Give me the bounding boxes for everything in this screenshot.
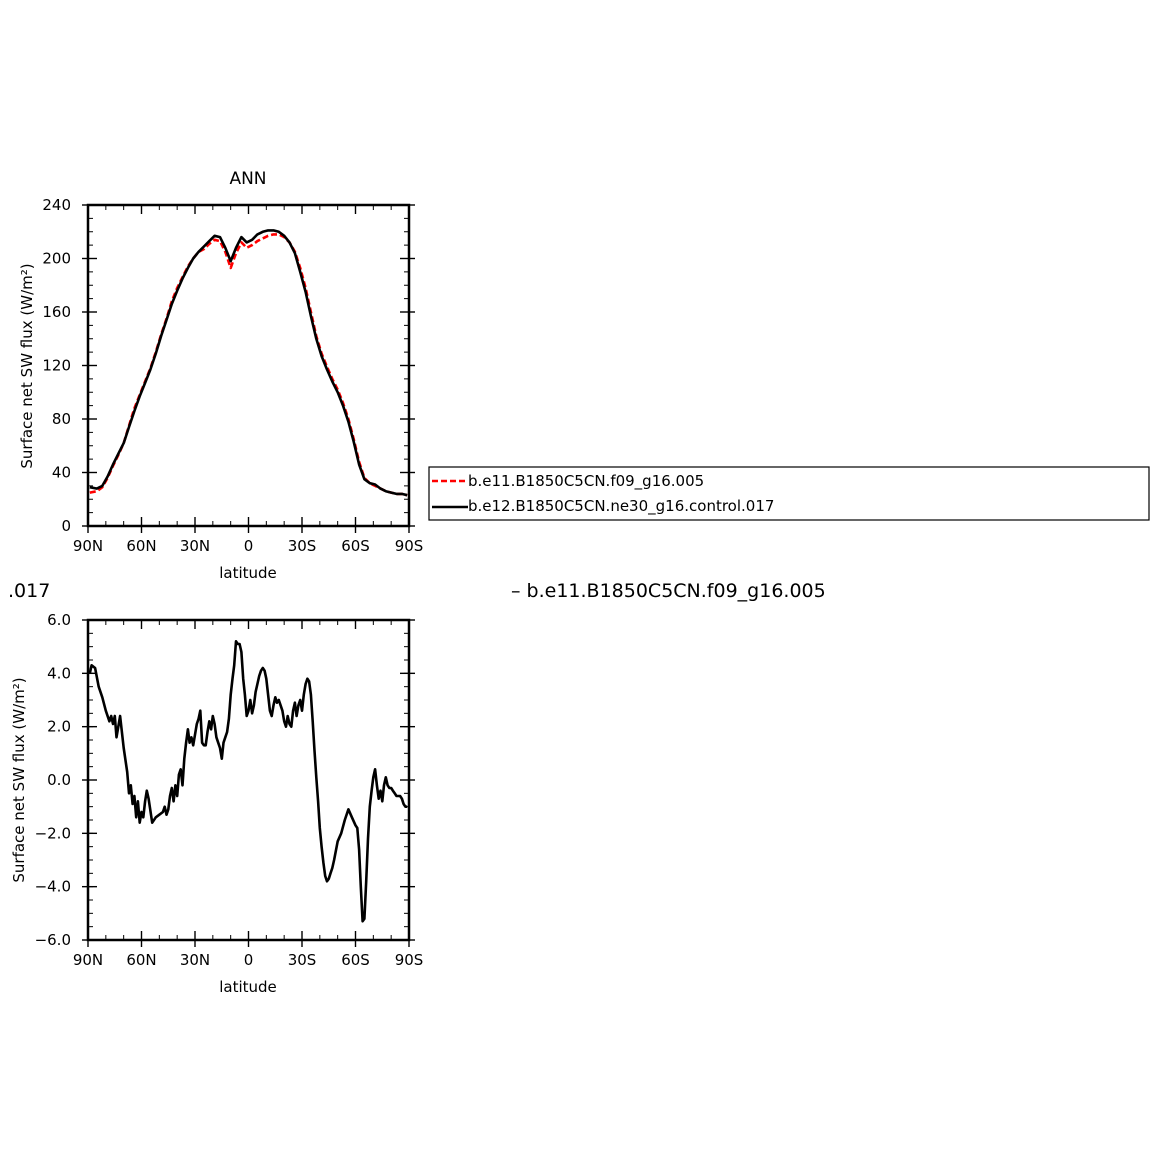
legend: b.e11.B1850C5CN.f09_g16.005 b.e12.B1850C… [428, 466, 1150, 521]
diff-subtraction-label: – b.e11.B1850C5CN.f09_g16.005 [511, 580, 826, 602]
x-tick-label: 90S [395, 951, 424, 969]
x-tick-label: 30S [288, 951, 317, 969]
x-tick-label: 30N [180, 951, 210, 969]
top-panel-series [89, 229, 408, 497]
top-panel-title: ANN [229, 169, 266, 189]
x-tick-label: 90S [395, 537, 424, 555]
bottom-panel-frame [86, 618, 411, 942]
y-tick-label: −2.0 [35, 824, 71, 842]
x-tick-label: 0 [244, 951, 254, 969]
y-tick-label: 6.0 [47, 611, 71, 629]
bottom-panel: 90N 60N 30N 0 30S 60S 90S 6.0 4.0 2.0 0.0 −2.0 −4.0 −… [10, 611, 423, 996]
y-tick-label: 200 [42, 250, 71, 268]
y-tick-label: 0 [61, 517, 71, 535]
bottom-panel-y-axis-title: Surface net SW flux (W/m²) [10, 677, 28, 882]
top-panel-frame [86, 203, 411, 528]
top-panel-tick-labels: 90N 60N 30N 0 30S 60S 90S 0 40 80 120 160 200 240 [42, 196, 423, 555]
top-panel-x-axis-title: latitude [219, 564, 277, 582]
y-tick-label: −4.0 [35, 878, 71, 896]
x-tick-label: 60N [126, 951, 156, 969]
y-tick-label: 2.0 [47, 718, 71, 736]
y-tick-label: 0.0 [47, 771, 71, 789]
x-tick-label: 60S [341, 951, 370, 969]
series-line-1 [89, 229, 408, 497]
y-tick-label: 40 [52, 464, 71, 482]
x-tick-label: 30N [180, 537, 210, 555]
diff-title-suffix: .017 [8, 580, 50, 602]
bottom-panel-series [88, 639, 408, 923]
legend-label-f09: b.e11.B1850C5CN.f09_g16.005 [468, 472, 704, 491]
y-tick-label: −6.0 [35, 931, 71, 949]
y-tick-label: 80 [52, 410, 71, 428]
top-panel: ANN 90N 60N 30N 0 30S 60S 90S 0 40 80 120 160 200 240… [18, 169, 423, 582]
y-tick-label: 120 [42, 357, 71, 375]
y-tick-label: 4.0 [47, 664, 71, 682]
top-panel-y-axis-title: Surface net SW flux (W/m²) [18, 263, 36, 468]
series-line-0 [89, 233, 408, 497]
legend-label-ne30: b.e12.B1850C5CN.ne30_g16.control.017 [468, 497, 774, 516]
series-line-0 [88, 639, 408, 923]
x-tick-label: 0 [244, 537, 254, 555]
x-tick-label: 30S [288, 537, 317, 555]
x-tick-label: 60S [341, 537, 370, 555]
top-panel-ticks [82, 204, 415, 533]
y-tick-label: 160 [42, 303, 71, 321]
bottom-panel-tick-labels: 90N 60N 30N 0 30S 60S 90S 6.0 4.0 2.0 0.0 −2.0 −4.0 −… [35, 611, 424, 969]
x-tick-label: 90N [73, 951, 103, 969]
legend-box [428, 466, 1150, 521]
x-tick-label: 60N [126, 537, 156, 555]
bottom-panel-x-axis-title: latitude [219, 978, 277, 996]
y-tick-label: 240 [42, 196, 71, 214]
x-tick-label: 90N [73, 537, 103, 555]
